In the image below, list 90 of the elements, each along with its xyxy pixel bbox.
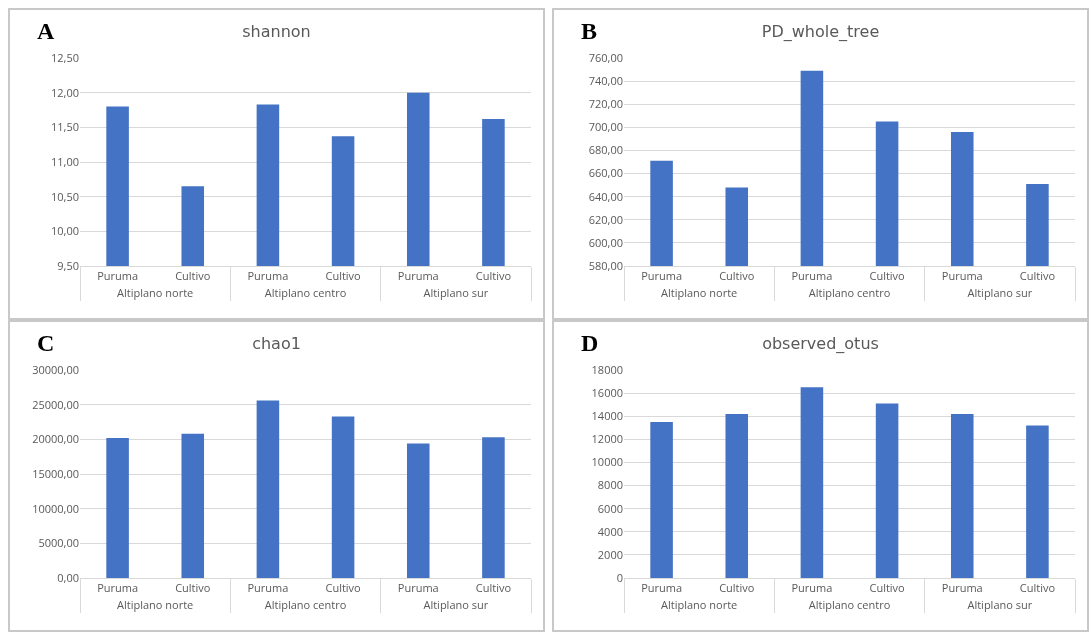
y-tick-label: 30000,00	[32, 361, 79, 377]
text: Altiplano centro	[808, 285, 891, 301]
x-tick-label: Puruma	[397, 268, 439, 284]
x-tick-label: Puruma	[791, 268, 833, 284]
y-tick-label: 14000	[591, 408, 623, 424]
x-tick-label: Cultivo	[719, 268, 755, 284]
y-tick-label: 640,00	[588, 188, 623, 204]
y-tick-label: 2000	[597, 546, 623, 562]
y-tick-label: 25000,00	[32, 396, 79, 412]
y-tick-label: 10,50	[50, 188, 79, 204]
x-tick-label: Cultivo	[325, 268, 362, 284]
text: Altiplano sur	[423, 597, 489, 613]
x-tick-label: Cultivo	[175, 268, 211, 284]
text: Altiplano norte	[117, 285, 194, 301]
x-tick-label: Cultivo	[175, 580, 211, 596]
x-tick-label: Puruma	[641, 580, 683, 596]
y-tick-label: 0	[616, 569, 623, 585]
x-tick-label: Cultivo	[1019, 268, 1056, 284]
text: Altiplano sur	[967, 597, 1033, 613]
y-tick-label: 15000,00	[32, 465, 79, 481]
x-tick-label: Puruma	[941, 268, 983, 284]
bar	[950, 413, 974, 578]
x-tick-label: Puruma	[941, 580, 983, 596]
text: A	[37, 18, 55, 44]
y-tick-label: 620,00	[588, 211, 623, 227]
x-tick-label: Cultivo	[325, 580, 362, 596]
text: C	[37, 330, 55, 356]
bar	[650, 422, 673, 578]
y-tick-label: 740,00	[588, 72, 623, 88]
chart-title: chao1	[252, 333, 301, 353]
text: Altiplano norte	[661, 597, 738, 613]
x-tick-label: Puruma	[397, 580, 439, 596]
y-tick-label: 5000,00	[38, 535, 79, 551]
text: Altiplano norte	[117, 597, 194, 613]
y-tick-label: 10000,00	[32, 500, 79, 516]
bar	[331, 416, 355, 578]
x-tick-label: Cultivo	[869, 580, 906, 596]
y-tick-label: 660,00	[588, 165, 623, 181]
y-tick-label: 600,00	[588, 234, 623, 250]
x-tick-label: Puruma	[247, 268, 289, 284]
text: Altiplano norte	[661, 285, 738, 301]
y-tick-label: 9,50	[57, 257, 79, 273]
bar	[800, 387, 824, 578]
y-tick-label: 760,00	[588, 49, 623, 65]
text: Altiplano sur	[423, 285, 489, 301]
y-tick-label: 10000	[591, 454, 623, 470]
text: Altiplano sur	[967, 285, 1033, 301]
x-tick-label: Puruma	[641, 268, 683, 284]
text: B	[581, 18, 598, 44]
y-tick-label: 4000	[597, 523, 623, 539]
x-tick-label: Cultivo	[475, 580, 512, 596]
y-tick-label: 700,00	[588, 119, 623, 135]
bar	[875, 403, 899, 578]
text: D	[581, 330, 599, 356]
bar	[1026, 425, 1049, 578]
y-tick-label: 720,00	[588, 96, 623, 112]
x-tick-label: Puruma	[97, 580, 139, 596]
text: Altiplano centro	[808, 597, 891, 613]
bar	[725, 413, 749, 578]
bar	[181, 433, 205, 578]
y-tick-label: 8000	[597, 477, 623, 493]
x-tick-label: Cultivo	[719, 580, 755, 596]
chart-title: observed_otus	[762, 333, 879, 354]
bar	[256, 400, 280, 578]
y-tick-label: 10,00	[50, 223, 79, 239]
y-tick-label: 11,50	[50, 119, 79, 135]
y-tick-label: 18000	[591, 361, 623, 377]
y-tick-label: 11,00	[50, 153, 79, 169]
text: Altiplano centro	[264, 597, 347, 613]
x-tick-label: Cultivo	[1019, 580, 1056, 596]
text: Altiplano centro	[264, 285, 347, 301]
y-tick-label: 680,00	[588, 142, 623, 158]
y-tick-label: 12000	[591, 431, 623, 447]
x-tick-label: Cultivo	[475, 268, 512, 284]
y-tick-label: 20000,00	[32, 431, 79, 447]
x-tick-label: Cultivo	[869, 268, 906, 284]
bar	[406, 443, 430, 578]
chart-title: PD_whole_tree	[761, 21, 880, 42]
y-tick-label: 12,50	[50, 49, 79, 65]
y-tick-label: 6000	[597, 500, 623, 516]
y-tick-label: 16000	[591, 384, 623, 400]
x-tick-label: Puruma	[791, 580, 833, 596]
chart-title: shannon	[242, 21, 311, 41]
x-tick-label: Puruma	[247, 580, 289, 596]
y-tick-label: 0,00	[57, 569, 79, 585]
y-tick-label: 580,00	[588, 257, 623, 273]
x-tick-label: Puruma	[97, 268, 139, 284]
y-tick-label: 12,00	[50, 84, 79, 100]
bar	[482, 437, 505, 578]
bar	[106, 437, 129, 578]
